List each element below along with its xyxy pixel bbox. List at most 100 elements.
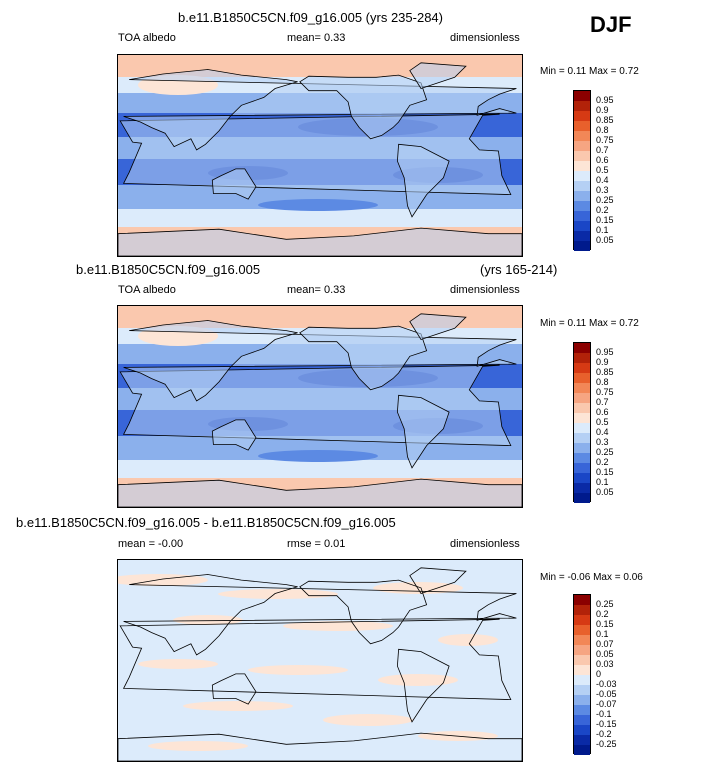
panel3-title: b.e11.B1850C5CN.f09_g16.005 - b.e11.B185… — [16, 515, 396, 530]
colorbar-swatch — [574, 493, 590, 503]
continent-outline — [211, 168, 257, 200]
colorbar-tick-label: -0.07 — [596, 699, 617, 709]
panel2-minmax: Min = 0.11 Max = 0.72 — [540, 318, 639, 329]
colorbar-swatch — [574, 725, 590, 735]
colorbar-tick-label: 0.7 — [596, 397, 609, 407]
panel3-map — [117, 559, 523, 762]
map-field — [183, 701, 293, 711]
colorbar-tick-label: 0.85 — [596, 115, 614, 125]
colorbar-swatch — [574, 463, 590, 473]
panel2-map — [117, 305, 523, 508]
colorbar-swatch — [574, 655, 590, 665]
colorbar-tick-label: 0.15 — [596, 619, 614, 629]
colorbar-tick-label: 0.1 — [596, 629, 609, 639]
colorbar-tick-label: -0.25 — [596, 739, 617, 749]
season-label: DJF — [590, 12, 632, 37]
continent-outline — [409, 313, 467, 340]
colorbar-tick-label: 0.03 — [596, 659, 614, 669]
colorbar-tick-label: 0.4 — [596, 427, 609, 437]
map-field — [283, 621, 393, 631]
map-field — [258, 450, 378, 462]
colorbar-swatch — [574, 393, 590, 403]
continent-outline — [118, 227, 522, 256]
colorbar-swatch — [574, 353, 590, 363]
panel1-colorbar — [573, 90, 591, 251]
panel2-title-left: b.e11.B1850C5CN.f09_g16.005 — [76, 262, 261, 277]
colorbar-swatch — [574, 705, 590, 715]
colorbar-tick-label: 0.1 — [596, 225, 609, 235]
colorbar-swatch — [574, 363, 590, 373]
colorbar-tick-label: 0.95 — [596, 347, 614, 357]
continent-outline — [118, 732, 522, 761]
colorbar-swatch — [574, 685, 590, 695]
colorbar-tick-label: 0.3 — [596, 437, 609, 447]
colorbar-swatch — [574, 443, 590, 453]
colorbar-tick-label: 0.25 — [596, 195, 614, 205]
colorbar-tick-label: 0.75 — [596, 387, 614, 397]
continent-outline — [396, 143, 450, 218]
colorbar-swatch — [574, 745, 590, 755]
colorbar-tick-label: 0.05 — [596, 649, 614, 659]
colorbar-tick-label: 0.8 — [596, 125, 609, 135]
colorbar-swatch — [574, 625, 590, 635]
colorbar-swatch — [574, 595, 590, 605]
map-field — [138, 659, 218, 669]
colorbar-tick-label: 0.15 — [596, 215, 614, 225]
continent-outline — [123, 574, 517, 656]
continent-outline — [299, 325, 428, 391]
colorbar-tick-label: -0.2 — [596, 729, 612, 739]
colorbar-tick-label: 0.7 — [596, 145, 609, 155]
colorbar-tick-label: 0.3 — [596, 185, 609, 195]
colorbar-swatch — [574, 111, 590, 121]
colorbar-tick-label: 0.6 — [596, 155, 609, 165]
colorbar-swatch — [574, 695, 590, 705]
map-field — [258, 199, 378, 211]
panel3-mean: mean = -0.00 — [118, 538, 184, 550]
colorbar-tick-label: 0.25 — [596, 599, 614, 609]
panel2-title-right: (yrs 165-214) — [480, 262, 558, 277]
colorbar-swatch — [574, 161, 590, 171]
colorbar-swatch — [574, 191, 590, 201]
colorbar-swatch — [574, 141, 590, 151]
colorbar-tick-label: 0.05 — [596, 235, 614, 245]
colorbar-swatch — [574, 453, 590, 463]
colorbar-swatch — [574, 645, 590, 655]
colorbar-swatch — [574, 473, 590, 483]
continent-outline — [396, 648, 450, 723]
colorbar-tick-label: 0.75 — [596, 135, 614, 145]
panel1-minmax: Min = 0.11 Max = 0.72 — [540, 66, 639, 77]
colorbar-tick-label: 0.15 — [596, 467, 614, 477]
continent-outline — [409, 62, 467, 89]
colorbar-swatch — [574, 211, 590, 221]
map-field — [148, 741, 248, 751]
map-field — [323, 714, 413, 726]
continent-outline — [119, 618, 512, 701]
colorbar-tick-label: 0 — [596, 669, 602, 679]
colorbar-swatch — [574, 615, 590, 625]
panel3-units: dimensionless — [450, 538, 520, 550]
colorbar-tick-label: 0.07 — [596, 639, 614, 649]
panel3-rmse: rmse = 0.01 — [287, 538, 346, 550]
colorbar-tick-label: 0.4 — [596, 175, 609, 185]
colorbar-swatch — [574, 413, 590, 423]
colorbar-swatch — [574, 91, 590, 101]
colorbar-swatch — [574, 181, 590, 191]
colorbar-swatch — [574, 605, 590, 615]
colorbar-swatch — [574, 665, 590, 675]
continent-outline — [211, 419, 257, 451]
panel2-mean: mean= 0.33 — [287, 284, 346, 296]
colorbar-swatch — [574, 343, 590, 353]
colorbar-tick-label: -0.1 — [596, 709, 612, 719]
colorbar-swatch — [574, 101, 590, 111]
map-band — [118, 460, 522, 478]
map-field — [173, 615, 243, 625]
colorbar-swatch — [574, 483, 590, 493]
colorbar-swatch — [574, 131, 590, 141]
colorbar-tick-label: 0.6 — [596, 407, 609, 417]
panel1-map — [117, 54, 523, 257]
colorbar-swatch — [574, 231, 590, 241]
map-field — [248, 665, 348, 675]
continent-outline — [396, 394, 450, 469]
map-band — [118, 209, 522, 227]
colorbar-tick-label: 0.2 — [596, 205, 609, 215]
